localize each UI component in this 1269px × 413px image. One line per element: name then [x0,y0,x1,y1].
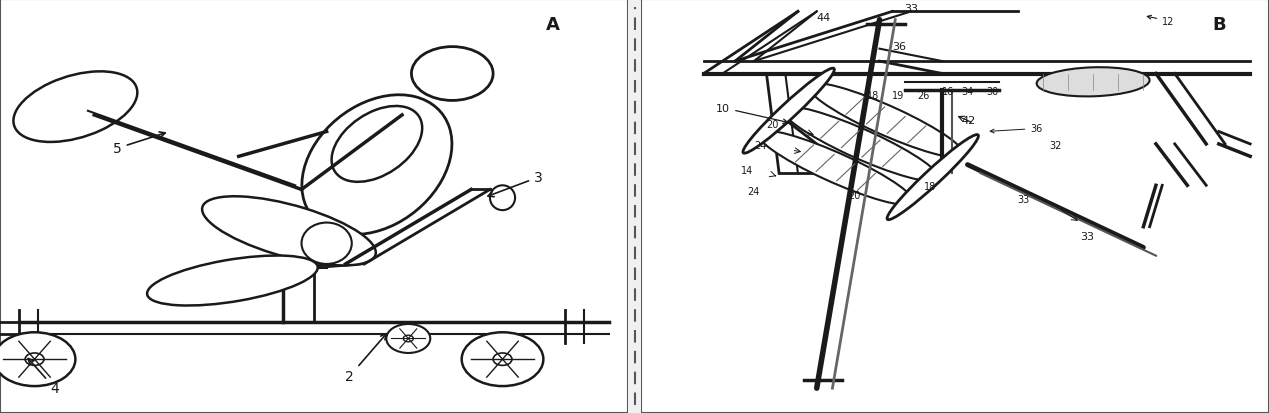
Ellipse shape [490,186,515,211]
Ellipse shape [302,223,352,264]
Text: 44: 44 [817,13,831,23]
Text: 19: 19 [892,91,905,101]
Text: 14: 14 [741,166,754,176]
Text: 42: 42 [961,116,976,126]
Text: 20: 20 [848,190,860,200]
Text: 12: 12 [1147,16,1175,27]
Ellipse shape [331,107,423,183]
Text: 10: 10 [716,104,788,124]
Circle shape [411,47,494,101]
Text: 33: 33 [1018,195,1030,204]
Text: 33: 33 [1081,232,1095,242]
Ellipse shape [783,107,939,182]
Ellipse shape [302,95,452,235]
Text: 32: 32 [1049,141,1062,151]
Text: B: B [1212,16,1226,34]
Text: 36: 36 [892,42,906,52]
Circle shape [404,335,414,342]
Ellipse shape [1037,68,1150,97]
Circle shape [386,324,430,353]
Text: 16: 16 [943,87,954,97]
Text: 24: 24 [754,141,766,151]
Ellipse shape [14,72,137,142]
Ellipse shape [147,256,317,306]
Text: A: A [546,16,560,34]
Ellipse shape [887,135,978,220]
Text: 26: 26 [917,91,930,101]
Text: 2: 2 [345,334,387,383]
Text: 5: 5 [113,133,165,156]
Text: 20: 20 [766,120,779,130]
Circle shape [494,353,511,366]
Text: 18: 18 [924,182,935,192]
Text: 3: 3 [489,171,543,197]
Ellipse shape [808,84,964,158]
Ellipse shape [758,131,914,205]
Text: 18: 18 [867,91,879,101]
Ellipse shape [742,69,834,154]
Text: 4: 4 [28,358,58,395]
Circle shape [462,332,543,386]
Text: 34: 34 [961,87,973,97]
Text: 30: 30 [986,87,999,97]
Circle shape [0,332,75,386]
Circle shape [25,353,44,366]
Text: 33: 33 [905,5,919,14]
Text: 36: 36 [990,124,1043,134]
Ellipse shape [202,197,376,266]
Text: 24: 24 [747,186,760,196]
